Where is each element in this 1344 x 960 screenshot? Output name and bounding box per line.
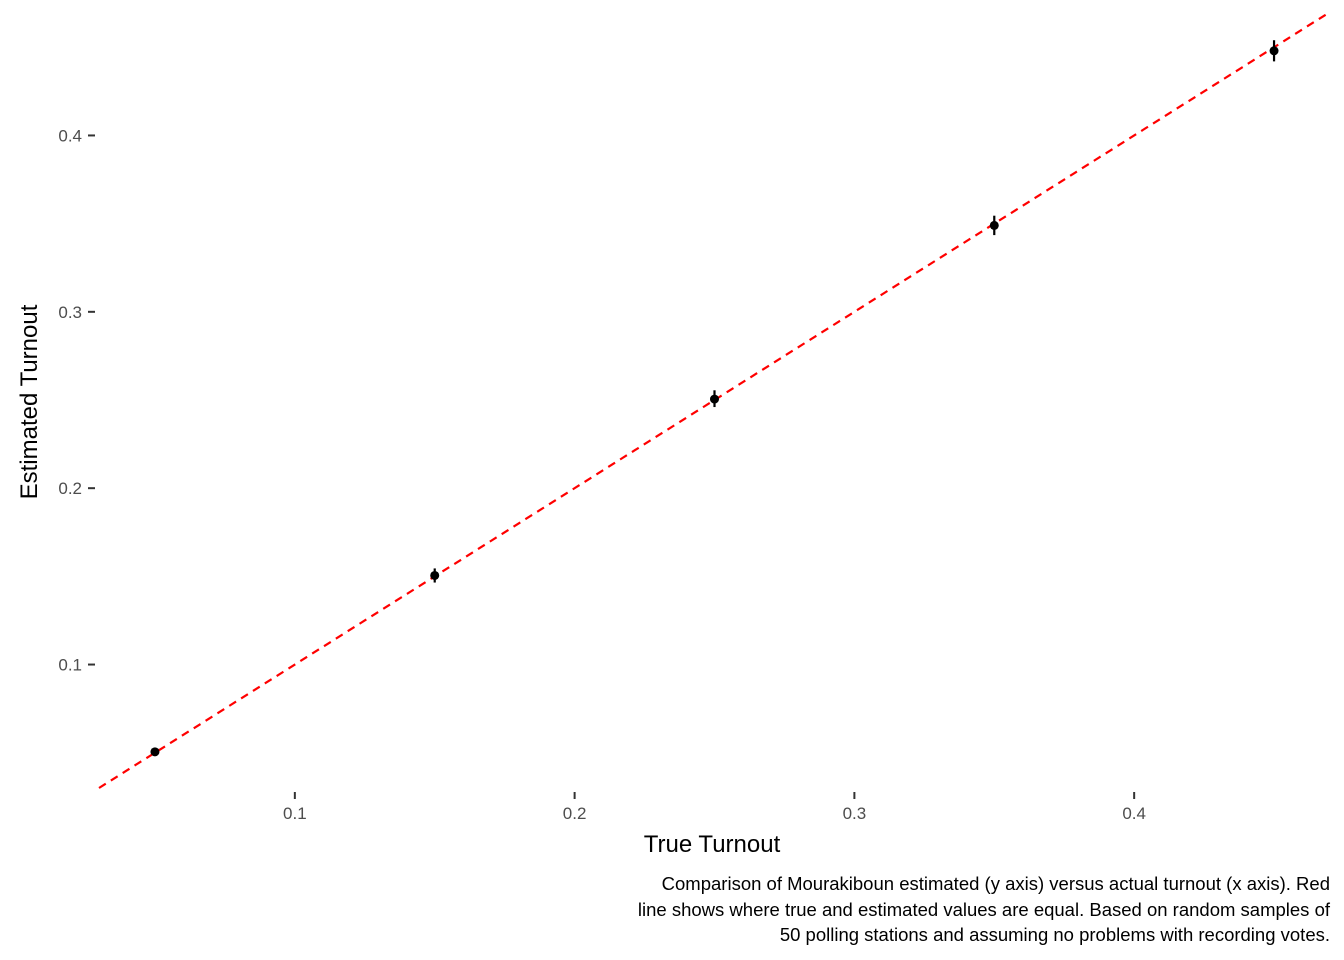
- point-marker: [1269, 46, 1279, 56]
- y-tick-label: 0.3: [58, 303, 82, 322]
- x-axis-title: True Turnout: [644, 831, 781, 858]
- y-axis-title: Estimated Turnout: [16, 304, 43, 499]
- caption-line-3: 50 polling stations and assuming no prob…: [780, 924, 1330, 945]
- point-marker: [150, 747, 160, 757]
- y-tick-label: 0.1: [58, 656, 82, 675]
- points-group: [150, 40, 1279, 757]
- y-tick-label: 0.4: [58, 126, 82, 145]
- data-point-1: [150, 747, 160, 757]
- point-marker: [430, 570, 440, 580]
- x-tick-label: 0.2: [563, 804, 587, 823]
- point-marker: [989, 220, 999, 230]
- caption-line-1: Comparison of Mourakiboun estimated (y a…: [662, 873, 1330, 894]
- data-point-2: [430, 568, 440, 583]
- data-point-4: [989, 215, 999, 236]
- point-marker: [710, 394, 719, 404]
- caption: Comparison of Mourakiboun estimated (y a…: [638, 873, 1331, 945]
- x-tick-label: 0.3: [843, 804, 867, 823]
- caption-line-2: line shows where true and estimated valu…: [638, 899, 1331, 920]
- x-axis: 0.1 0.2 0.3 0.4: [283, 792, 1146, 823]
- reference-line: [98, 11, 1331, 789]
- data-point-3: [710, 390, 719, 408]
- x-tick-label: 0.1: [283, 804, 307, 823]
- reference-line-group: [98, 11, 1331, 789]
- y-axis: 0.1 0.2 0.3 0.4: [58, 126, 95, 675]
- data-point-5: [1269, 40, 1279, 62]
- y-tick-label: 0.2: [58, 479, 82, 498]
- x-tick-label: 0.4: [1122, 804, 1146, 823]
